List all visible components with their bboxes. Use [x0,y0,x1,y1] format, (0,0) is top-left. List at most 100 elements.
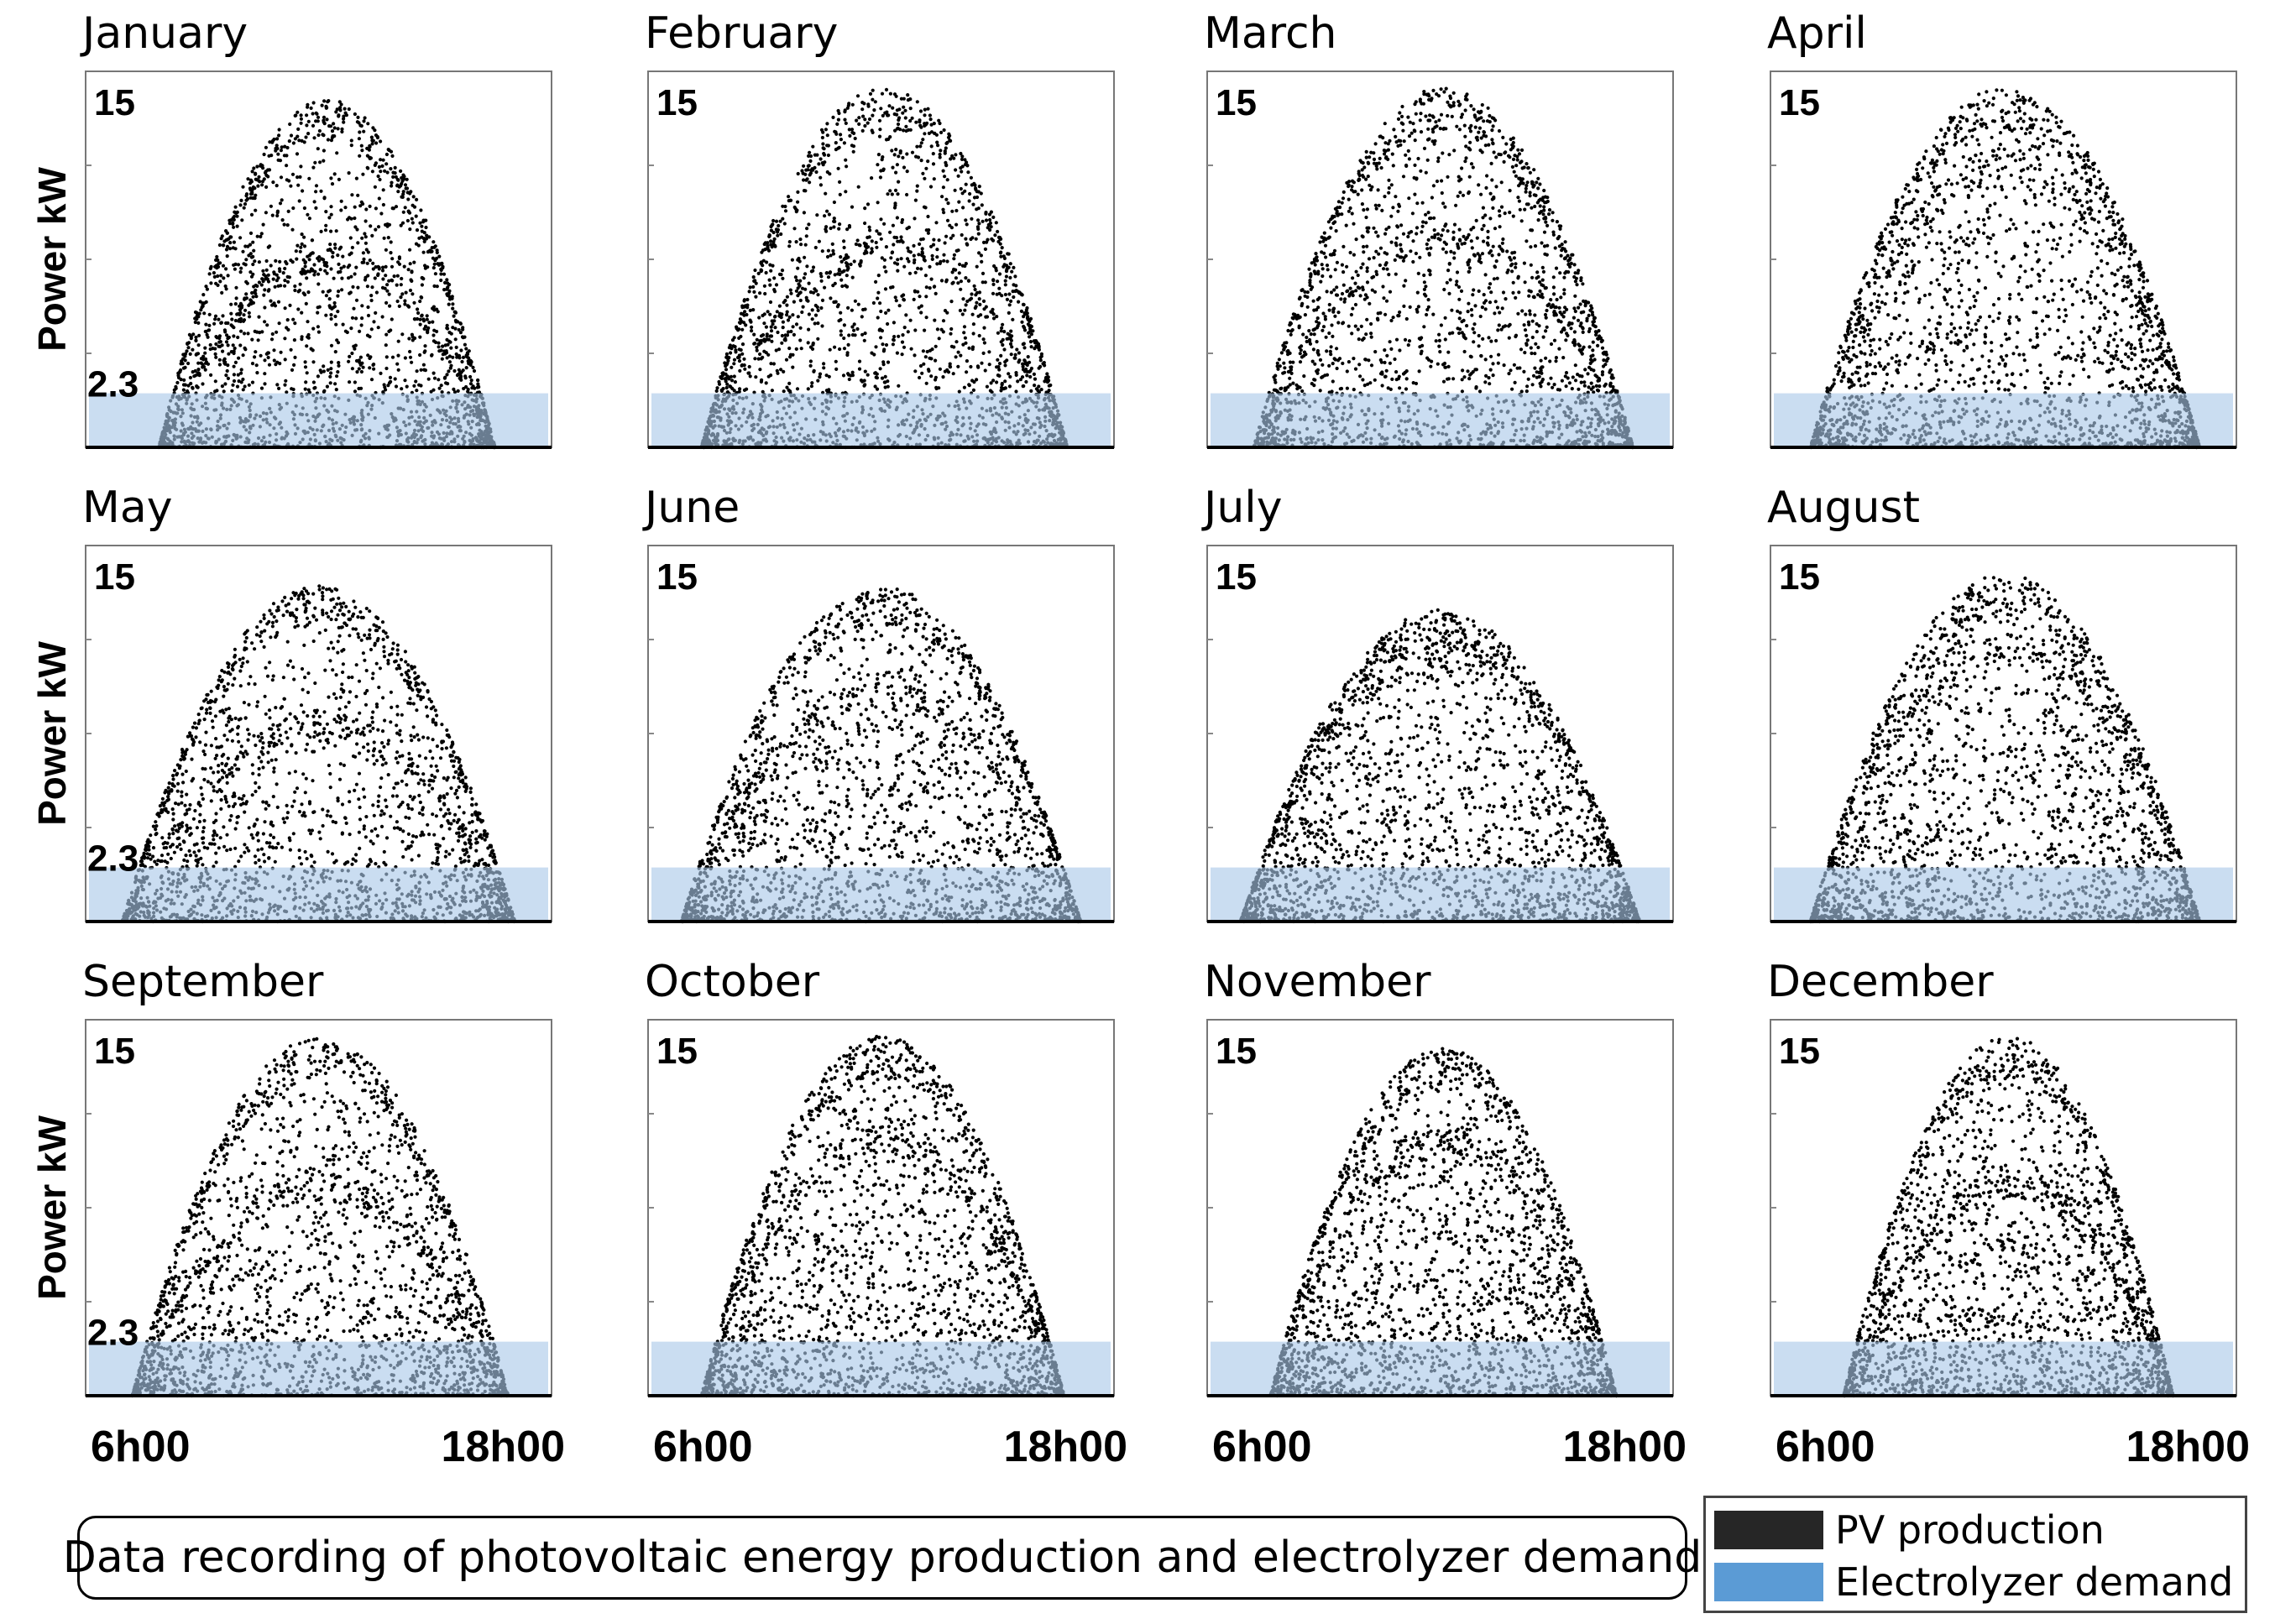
pv-point-february-436 [818,375,822,379]
pv-point-january-511 [296,307,301,311]
pv-point-january-650 [353,380,357,384]
pv-point-january-939 [385,289,390,293]
pv-point-march-239 [1564,384,1568,389]
pv-point-february-510 [991,282,996,286]
pv-point-march-126 [1387,178,1391,182]
pv-point-january-2199 [328,381,332,385]
pv-point-january-1992 [366,305,370,310]
pv-point-february-1699 [1003,379,1007,384]
pv-point-january-707 [259,283,264,287]
pv-point-march-369 [1530,275,1535,279]
pv-point-february-1219 [825,254,830,259]
pv-point-january-1550 [415,389,419,393]
pv-point-february-1893 [747,290,751,294]
pv-point-february-2194 [908,128,913,132]
pv-point-january-2281 [358,130,362,134]
pv-point-january-1353 [253,259,257,264]
pv-point-february-1569 [792,300,797,304]
pv-point-february-605 [834,367,839,371]
pv-point-january-623 [209,281,213,285]
pv-point-march-267 [1549,298,1553,302]
pv-point-february-2137 [996,365,1001,369]
pv-point-january-1725 [208,266,212,271]
pv-point-january-313 [423,266,427,270]
pv-point-january-1618 [286,209,290,213]
pv-point-january-987 [414,242,419,246]
pv-point-january-1871 [396,260,400,264]
pv-point-january-777 [273,285,277,289]
pv-point-february-1026 [788,355,792,359]
pv-point-january-1646 [213,379,217,384]
pv-point-january-464 [349,274,353,279]
pv-point-january-1845 [225,333,229,337]
pv-point-january-367 [263,372,267,376]
pv-point-january-1490 [257,260,261,264]
pv-point-february-1731 [923,132,927,136]
pv-point-january-161 [241,388,245,392]
pv-point-february-1093 [793,275,798,279]
pv-point-january-928 [295,134,300,138]
pv-point-january-415 [257,175,261,179]
pv-point-march-220 [1526,377,1530,381]
pv-point-january-1925 [255,371,259,375]
pv-point-january-237 [305,371,309,375]
pv-point-january-1753 [421,250,426,254]
pv-point-february-1038 [884,269,888,274]
pv-point-february-1449 [845,351,850,355]
pv-point-february-1979 [1022,312,1027,316]
pv-point-february-1469 [754,375,758,379]
pv-point-february-912 [806,164,810,168]
pv-point-january-1575 [302,140,306,144]
pv-point-february-2017 [923,206,928,210]
pv-point-february-524 [1011,317,1015,321]
pv-point-february-2092 [874,345,878,349]
pv-point-february-1897 [757,316,761,320]
pv-point-january-1932 [457,353,462,358]
pv-point-february-599 [802,276,806,280]
pv-point-march-189 [1488,113,1492,118]
pv-point-january-1644 [369,224,373,228]
pv-point-february-2271 [851,144,856,149]
pv-point-february-650 [778,219,782,223]
pv-point-january-1828 [221,314,225,318]
pv-point-february-2125 [832,225,836,229]
pv-point-february-1930 [1017,351,1021,355]
pv-point-january-564 [419,368,423,372]
pv-point-february-1834 [1015,347,1019,352]
pv-point-february-1678 [831,252,836,256]
pv-point-february-290 [730,365,734,369]
pv-point-february-198 [899,257,903,261]
pv-point-january-1120 [390,184,394,188]
pv-point-january-697 [283,358,287,362]
pv-point-february-879 [894,299,898,303]
pv-point-february-530 [923,107,927,112]
pv-point-february-2167 [838,272,842,276]
pv-point-february-2299 [795,279,799,283]
pv-point-february-1406 [905,170,909,174]
pv-point-january-238 [322,99,327,103]
pv-point-january-1856 [397,256,401,261]
pv-point-february-1330 [809,269,814,274]
pv-point-january-2280 [240,218,244,222]
pv-point-january-1809 [242,332,247,336]
pv-point-january-163 [377,196,381,201]
pv-point-february-1298 [765,260,769,264]
pv-point-january-2141 [268,244,272,248]
pv-point-january-2130 [394,384,399,389]
pv-point-february-845 [999,250,1003,254]
pv-point-january-819 [360,304,364,308]
pv-point-january-1473 [218,279,222,284]
pv-point-january-1409 [384,355,389,359]
pv-point-january-225 [384,162,389,166]
pv-point-january-663 [387,329,391,333]
pv-point-february-24 [776,233,780,238]
pv-point-january-175 [250,380,255,384]
pv-point-january-1627 [401,210,405,214]
pv-point-february-285 [893,128,897,133]
pv-point-february-2141 [773,314,777,319]
pv-point-january-1161 [361,365,365,369]
pv-point-february-1877 [748,374,752,379]
pv-point-january-1853 [401,173,405,177]
pv-point-january-897 [400,221,405,225]
pv-point-january-371 [270,332,275,337]
